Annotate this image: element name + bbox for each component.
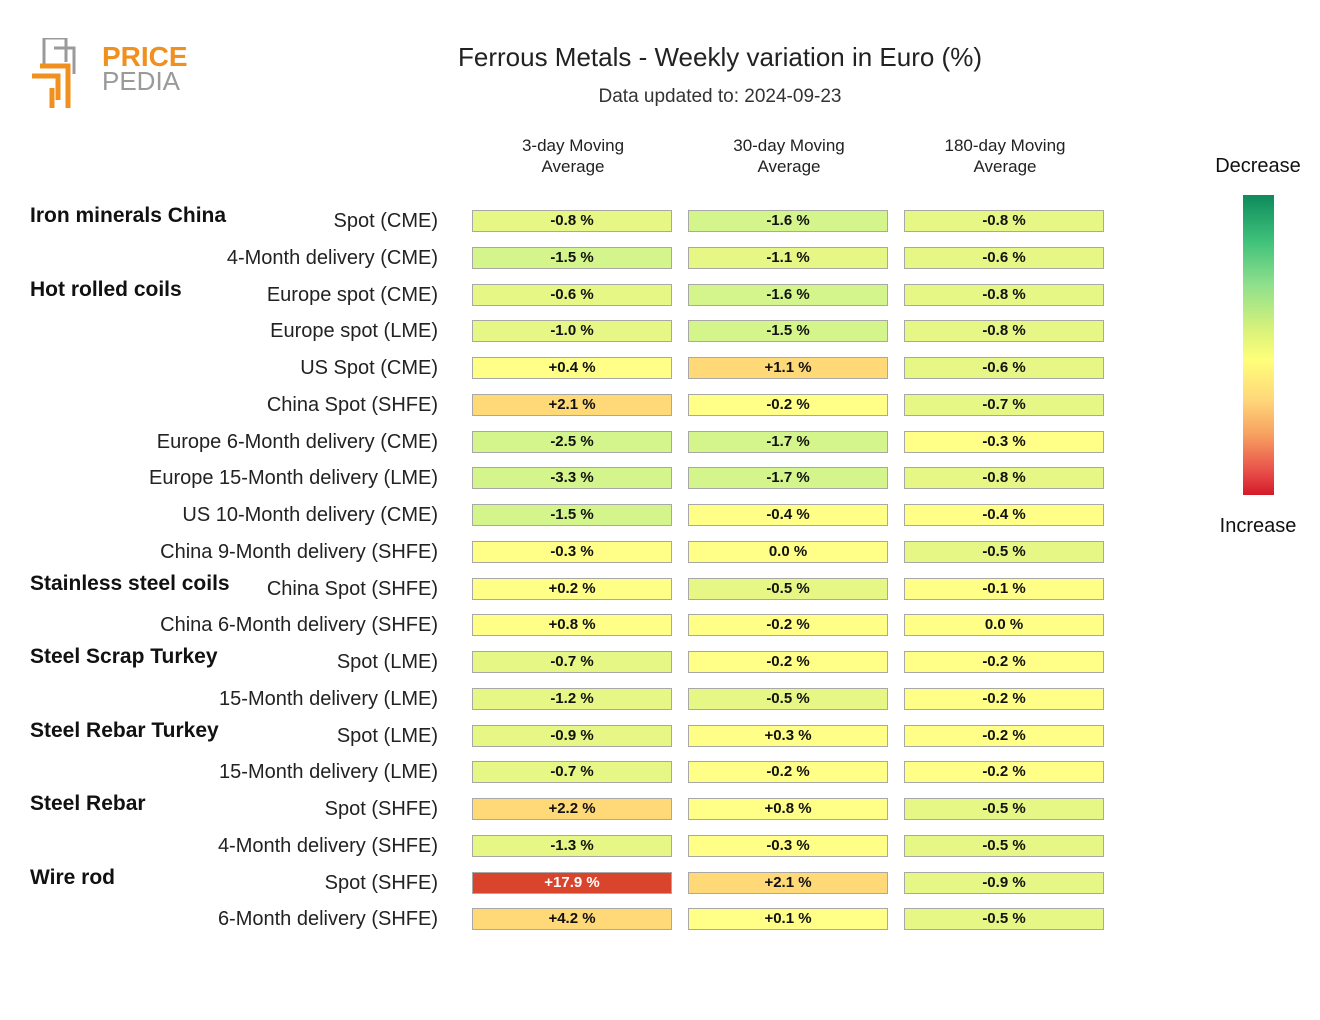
chart-subtitle: Data updated to: 2024-09-23 (598, 86, 842, 107)
value-cell: -1.7 % (688, 467, 888, 490)
value-cell: -1.3 % (472, 834, 672, 857)
value-cell: -0.5 % (688, 577, 888, 600)
value-cell: -0.2 % (688, 651, 888, 673)
row-label: 15-Month delivery (LME) (219, 761, 438, 784)
value-cell: -0.9 % (904, 871, 1104, 894)
value-cell: -0.7 % (904, 393, 1104, 416)
value-cell: 0.0 % (904, 614, 1104, 637)
value-cell: -0.3 % (688, 834, 888, 857)
value-cell: -0.8 % (904, 283, 1104, 306)
row-label: Europe spot (CME) (266, 283, 438, 306)
value-cell: -1.5 % (472, 504, 672, 526)
row-label: Spot (SHFE) (324, 798, 438, 820)
value-cell: -0.2 % (904, 761, 1104, 784)
value-cell: -0.7 % (472, 651, 672, 673)
value-cell: -0.4 % (688, 504, 888, 526)
legend-color-scale (1243, 195, 1274, 495)
value-cell: -0.6 % (904, 357, 1104, 379)
value-cell: -1.5 % (688, 320, 888, 343)
value-cell: -0.1 % (904, 577, 1104, 600)
value-cell: +1.1 % (688, 357, 888, 379)
value-cell: +17.9 % (472, 871, 672, 894)
row-label: China Spot (SHFE) (266, 393, 438, 416)
value-cell: -1.0 % (472, 320, 672, 343)
value-cell: -0.2 % (904, 651, 1104, 673)
value-cell: -0.8 % (904, 210, 1104, 232)
group-label: Steel Scrap Turkey (30, 645, 218, 668)
column-header-30day: 30-day Moving Average (733, 136, 845, 176)
logo-line2: PEDIA (102, 66, 181, 96)
row-label: 4-Month delivery (CME) (226, 246, 438, 269)
value-cell: -0.8 % (904, 320, 1104, 343)
value-cell: -0.3 % (472, 540, 672, 563)
value-cell: -0.6 % (904, 246, 1104, 269)
legend-increase-label: Increase (1219, 515, 1297, 537)
value-cell: +4.2 % (472, 908, 672, 931)
row-label: US 10-Month delivery (CME) (182, 504, 438, 526)
value-cell: +0.4 % (472, 357, 672, 379)
group-label: Steel Rebar Turkey (30, 718, 219, 742)
row-label: US Spot (CME) (300, 357, 438, 379)
row-label: China 6-Month delivery (SHFE) (160, 614, 438, 637)
value-cell: +0.8 % (688, 798, 888, 820)
value-cell: -1.6 % (688, 210, 888, 232)
row-label: Spot (CME) (333, 210, 438, 232)
row-label: Spot (LME) (336, 724, 438, 747)
value-cell: -1.7 % (688, 430, 888, 453)
group-label: Steel Rebar (30, 792, 146, 815)
row-label: 15-Month delivery (LME) (219, 687, 438, 710)
column-header-180day: 180-day Moving Average (944, 136, 1066, 176)
value-cell: -0.3 % (904, 430, 1104, 453)
value-cell: +0.8 % (472, 614, 672, 637)
value-cell: -0.4 % (904, 504, 1104, 526)
value-cell: -0.5 % (904, 540, 1104, 563)
value-cell: -1.1 % (688, 246, 888, 269)
row-label: 6-Month delivery (SHFE) (217, 908, 438, 931)
value-cell: -0.7 % (472, 761, 672, 784)
value-cell: -0.5 % (904, 834, 1104, 857)
row-label: Europe spot (LME) (270, 320, 438, 343)
row-label: Spot (SHFE) (324, 871, 438, 894)
column-header-3day: 3-day Moving Average (521, 136, 625, 176)
row-label: China 9-Month delivery (SHFE) (160, 540, 438, 563)
row-label: Europe 15-Month delivery (LME) (148, 467, 438, 490)
value-cell: -1.2 % (472, 687, 672, 710)
value-cell: -0.6 % (472, 283, 672, 306)
pricepedia-logo: PRICE PEDIA (30, 36, 190, 110)
row-label: China Spot (SHFE) (266, 577, 438, 600)
value-cell: +0.1 % (688, 908, 888, 931)
value-cell: +0.3 % (688, 724, 888, 747)
value-cell: -0.5 % (904, 908, 1104, 931)
value-cell: +2.2 % (472, 798, 672, 820)
group-label: Stainless steel coils (30, 571, 230, 595)
group-label: Wire rod (30, 865, 115, 889)
value-cell: -0.2 % (688, 393, 888, 416)
row-label: Spot (LME) (336, 651, 438, 673)
value-cell: -0.5 % (904, 798, 1104, 820)
value-cell: -0.5 % (688, 687, 888, 710)
value-cell: -0.2 % (904, 687, 1104, 710)
value-cell: 0.0 % (688, 540, 888, 563)
value-cell: +0.2 % (472, 577, 672, 600)
value-cell: -0.8 % (472, 210, 672, 232)
logo-line1: PRICE (102, 41, 188, 72)
value-cell: -0.2 % (688, 614, 888, 637)
value-cell: -1.6 % (688, 283, 888, 306)
group-label: Hot rolled coils (30, 277, 182, 301)
chart-title: Ferrous Metals - Weekly variation in Eur… (457, 42, 982, 72)
value-cell: -2.5 % (472, 430, 672, 453)
row-label: 4-Month delivery (SHFE) (217, 834, 438, 857)
value-cell: -3.3 % (472, 467, 672, 490)
group-label: Iron minerals China (30, 204, 227, 227)
value-cell: +2.1 % (472, 393, 672, 416)
row-label: Europe 6-Month delivery (CME) (156, 430, 438, 453)
value-cell: +2.1 % (688, 871, 888, 894)
value-cell: -0.2 % (904, 724, 1104, 747)
value-cell: -0.9 % (472, 724, 672, 747)
value-cell: -0.8 % (904, 467, 1104, 490)
legend-decrease-label: Decrease (1215, 155, 1301, 177)
value-cell: -0.2 % (688, 761, 888, 784)
value-cell: -1.5 % (472, 246, 672, 269)
